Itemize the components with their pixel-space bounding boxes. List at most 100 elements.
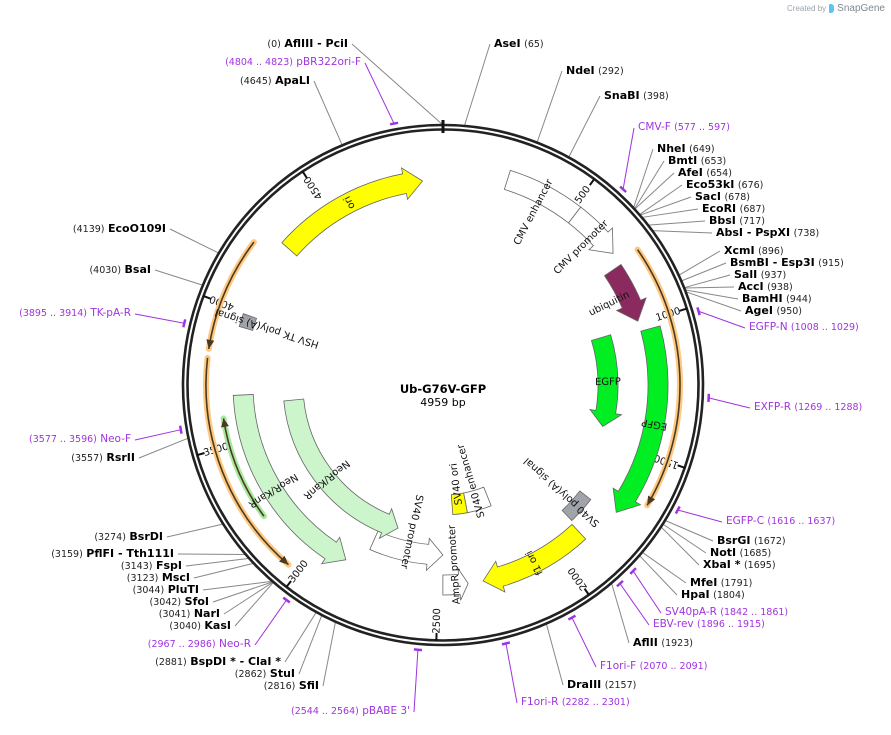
restriction-site-label[interactable]: NheI (649) [657,142,715,156]
restriction-site-label[interactable]: (4139) EcoO109I [73,222,166,236]
orf-line[interactable] [636,249,681,506]
feature-egfp[interactable] [589,334,623,427]
primer-binding-mark[interactable] [616,579,624,588]
primer-binding-mark[interactable] [501,641,511,646]
restriction-site-label[interactable]: AflII (1923) [633,636,693,650]
feature-neor-kanr[interactable] [283,398,399,540]
restriction-site-label[interactable]: BmtI (653) [668,154,726,168]
feature-sv40-poly-a-signal[interactable] [561,490,592,522]
primer-binding-mark[interactable] [629,567,637,575]
leader-line [138,437,189,459]
primer-label[interactable]: SV40pA-R (1842 .. 1861) [665,606,788,619]
restriction-site-label[interactable]: DraIII (2157) [567,678,636,692]
restriction-site-label[interactable]: SnaBI (398) [604,89,669,103]
restriction-site-label[interactable]: (2816) SfiI [264,679,319,693]
primer-label[interactable]: (2967 .. 2986) Neo-R [148,638,251,651]
primer-binding-mark[interactable] [413,648,423,652]
feature-sv40-promoter[interactable] [369,530,444,572]
restriction-site-label[interactable]: AccI (938) [738,280,793,294]
restriction-site-label[interactable]: BsrGI (1672) [717,534,786,548]
primer-label[interactable]: EGFP-C (1616 .. 1637) [726,515,835,528]
feature-sv40-ori[interactable] [450,492,468,516]
restriction-site-label[interactable]: AseI (65) [494,37,544,51]
restriction-site-label[interactable]: (3123) MscI [127,571,190,585]
orf-line[interactable] [205,357,290,566]
restriction-site-label[interactable]: EcoRI (687) [702,202,765,216]
feature-label: EGFP [595,377,621,388]
feature-sv40-enhancer[interactable] [463,486,492,514]
restriction-site-label[interactable]: AgeI (950) [745,304,802,318]
restriction-site-label[interactable]: (2881) BspDI * - ClaI * [155,655,281,669]
primer-label[interactable]: F1ori-F (2070 .. 2091) [600,660,707,673]
restriction-site-label[interactable]: (3159) PflFI - Tth111I [51,547,174,561]
restriction-site-label[interactable]: SacI (678) [695,190,750,204]
primer-label[interactable]: EXFP-R (1269 .. 1288) [754,401,862,414]
restriction-site-label[interactable]: (4645) ApaLI [240,74,310,88]
primer-label[interactable]: (4804 .. 4823) pBR322ori-F [225,56,361,69]
restriction-site-label[interactable]: SalI (937) [734,268,786,282]
primer-binding-mark[interactable] [178,425,183,434]
primer-binding-mark[interactable] [696,307,701,316]
restriction-site-label[interactable]: BsmBI - Esp3I (915) [730,256,844,270]
enzyme-position: (649) [689,144,715,155]
enzyme-position: (2816) [263,681,296,692]
feature-cmv-promoter[interactable] [567,206,614,254]
feature-ubiquitin[interactable] [603,263,647,322]
restriction-site-label[interactable]: BbsI (717) [709,214,765,228]
restriction-site-label[interactable]: BamHI (944) [742,292,812,306]
primer-binding-mark[interactable] [567,614,577,621]
restriction-site-label[interactable]: AbsI - PspXI (738) [716,226,819,240]
orf-line[interactable] [207,241,255,350]
restriction-site-label[interactable]: (3143) FspI [121,559,182,573]
primer-label[interactable]: EBV-rev (1896 .. 1915) [653,618,765,631]
leader-line [611,582,630,644]
restriction-site-label[interactable]: XbaI * (1695) [703,558,776,572]
enzyme-position: (653) [700,156,727,167]
primer-label[interactable]: F1ori-R (2282 .. 2301) [521,696,630,709]
feature-ori[interactable] [281,167,424,257]
enzyme-name: KasI [204,619,231,632]
restriction-site-label[interactable]: (4030) BsaI [89,263,151,277]
primer-label[interactable]: EGFP-N (1008 .. 1029) [749,321,859,334]
enzyme-name: BsrDI [129,530,163,543]
restriction-site-label[interactable]: (2862) StuI [235,667,295,681]
enzyme-name: AflII [633,636,658,649]
restriction-site-label[interactable]: NdeI (292) [566,64,624,78]
restriction-site-label[interactable]: (3274) BsrDI [94,530,163,544]
orf-arrowhead-icon [206,339,215,349]
leader-line [413,649,419,713]
restriction-site-label[interactable]: (3040) KasI [169,619,231,633]
feature-ampr-promoter[interactable] [442,566,469,601]
primer-label[interactable]: (3577 .. 3596) Neo-F [29,433,131,446]
feature-f1-ori[interactable] [482,523,587,593]
feature-neor-kanr[interactable] [232,394,347,565]
primer-binding-mark[interactable] [389,121,399,126]
enzyme-name: SfoI [184,595,209,608]
restriction-site-label[interactable]: (3557) RsrII [71,451,135,465]
primer-binding-mark[interactable] [619,185,627,193]
enzyme-name: DraIII [567,678,602,691]
restriction-site-label[interactable]: Eco53kI (676) [686,178,763,192]
primer-binding-mark[interactable] [182,319,187,328]
feature-hsv-tk-poly-a-signal[interactable] [238,313,258,331]
restriction-site-label[interactable]: (3042) SfoI [150,595,209,609]
primer-label[interactable]: (2544 .. 2564) pBABE 3' [291,705,410,718]
restriction-site-label[interactable]: AfeI (654) [678,166,732,180]
primer-binding-mark[interactable] [282,596,291,604]
restriction-site-label[interactable]: XcmI (896) [724,244,784,258]
primer-label[interactable]: CMV-F (577 .. 597) [638,121,730,134]
restriction-site-label[interactable]: HpaI (1804) [681,588,745,602]
feature-egfp[interactable] [612,325,669,513]
enzyme-position: (896) [758,246,784,257]
enzyme-name: BbsI [709,214,736,227]
enzyme-position: (1804) [713,590,745,601]
orf-line[interactable] [222,418,265,517]
restriction-site-label[interactable]: NotI (1685) [710,546,771,560]
restriction-site-label[interactable]: MfeI (1791) [690,576,752,590]
restriction-site-label[interactable]: (3041) NarI [159,607,220,621]
primer-binding-mark[interactable] [674,505,681,515]
restriction-site-label[interactable]: (3044) PluTI [133,583,199,597]
scale-tick [202,294,211,300]
restriction-site-label[interactable]: (0) AflIII - PciI [267,37,348,51]
primer-label[interactable]: (3895 .. 3914) TK-pA-R [19,307,131,320]
